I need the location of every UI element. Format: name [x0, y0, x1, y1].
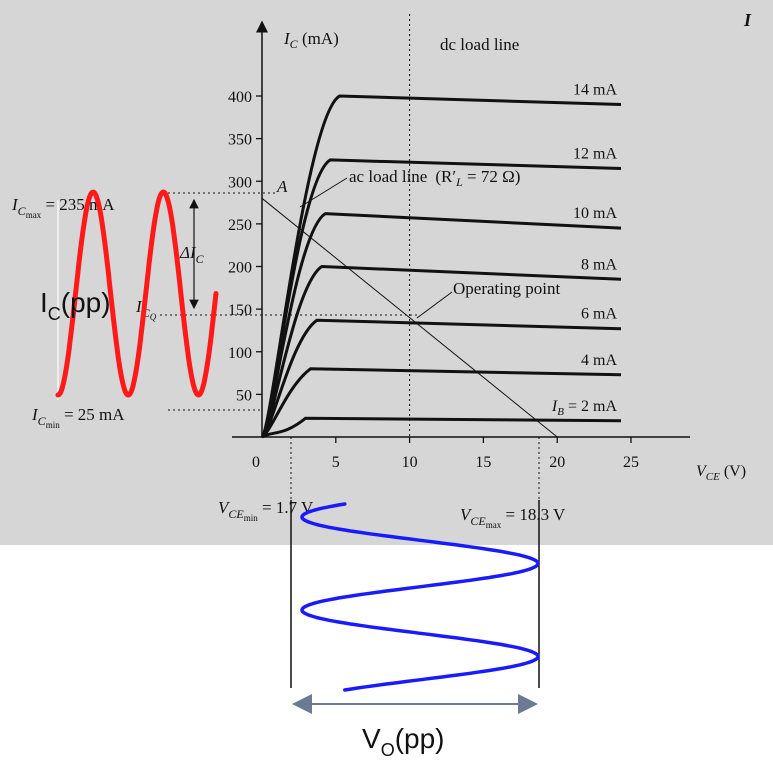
ac-load-line-label: ac load line (R′L = 72 Ω) [349, 167, 520, 189]
input-current-wave [55, 189, 219, 398]
axis-ticks: 50 100 150 200 250 300 350 400 0 5 10 15 20 25 [228, 89, 639, 471]
ac-load-line-leader [299, 177, 348, 208]
delta-ic-label: ΔIC [179, 243, 205, 266]
dc-load-line-label: dc load line [440, 35, 519, 54]
ib-curve-label: 4 mA [581, 352, 617, 369]
x-tick-label: 20 [549, 454, 565, 471]
vce-min-label: VCEmin = 1.7 V [218, 498, 314, 523]
operating-point-label: Operating point [453, 279, 560, 298]
y-tick-label: 400 [228, 89, 252, 106]
y-tick-label: 350 [228, 132, 252, 149]
ib-curve [260, 94, 622, 439]
output-voltage-wave [300, 502, 540, 692]
x-axis-title: VCE (V) [696, 463, 746, 483]
y-tick-label: 100 [228, 345, 252, 362]
chart-panel [0, 0, 773, 545]
corner-mark: I [743, 10, 752, 30]
point-a-label: A [276, 177, 288, 196]
icq-label: ICQ [135, 297, 157, 322]
ib-curve-label: 14 mA [573, 82, 617, 99]
ib-curve-label: IB = 2 mA [551, 398, 618, 418]
ib-curve-label: 6 mA [581, 306, 617, 323]
y-tick-label: 200 [228, 260, 252, 277]
x-tick-label: 10 [402, 454, 418, 471]
y-tick-label: 300 [228, 174, 252, 191]
y-tick-label: 150 [228, 302, 252, 319]
ib-curve-label: 12 mA [573, 145, 617, 162]
x-tick-label: 15 [475, 454, 491, 471]
x-tick-label: 5 [332, 454, 340, 471]
ib-curve-labels: IB = 2 mA 4 mA 6 mA 8 mA 10 mA 12 mA 14 mA [551, 82, 618, 418]
y-axis-title: IC (mA) [283, 29, 339, 51]
ic-pp-label: IC(pp) [40, 287, 111, 324]
ic-min-label: ICmin = 25 mA [31, 405, 125, 430]
vce-max-label: VCEmax = 18.3 V [460, 505, 566, 530]
x-tick-label: 0 [252, 454, 260, 471]
y-tick-label: 250 [228, 217, 252, 234]
vo-pp-label: VO(pp) [362, 723, 445, 760]
ib-curve-label: 10 mA [573, 205, 617, 222]
y-tick-label: 50 [236, 387, 252, 404]
ac-load-line [261, 197, 558, 438]
ib-curves [260, 94, 622, 439]
ib-curve-label: 8 mA [581, 256, 617, 273]
operating-point-leader [416, 291, 453, 319]
x-tick-label: 25 [623, 454, 639, 471]
